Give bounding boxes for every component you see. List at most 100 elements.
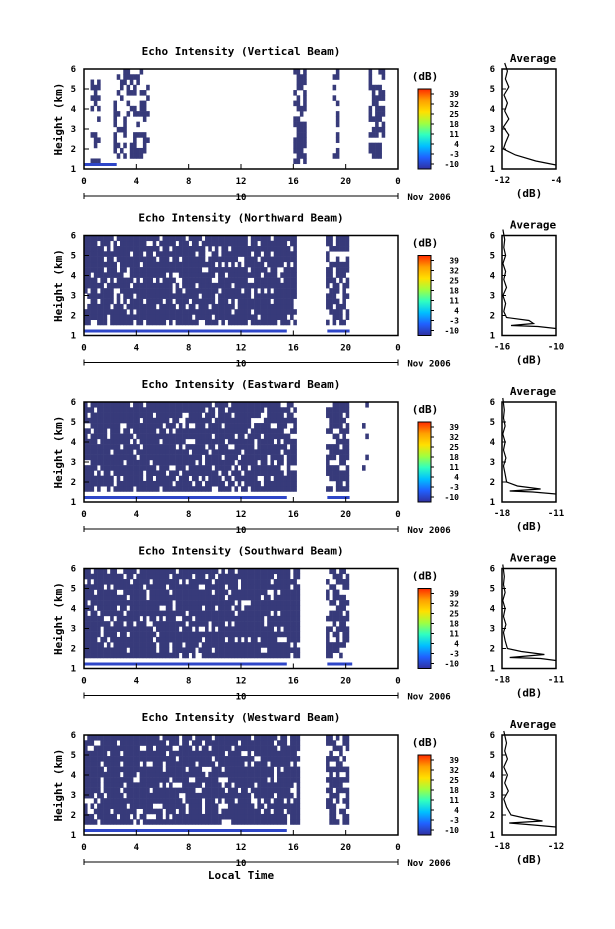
heatmap-cell (191, 412, 196, 419)
heatmap-cell (254, 293, 258, 299)
heatmap-cell (221, 272, 225, 278)
heatmap-cell (123, 761, 127, 767)
heatmap-cell (139, 459, 144, 466)
heatmap-cell (97, 444, 101, 450)
heatmap-cell (113, 798, 118, 804)
heatmap-cell (270, 819, 275, 825)
profile-y-tick-label: 4 (490, 272, 496, 282)
heatmap-cell (201, 433, 206, 440)
heatmap-cell (152, 449, 157, 455)
heatmap-cell (136, 121, 140, 128)
heatmap-cell (280, 600, 284, 606)
heatmap-cell (335, 486, 340, 492)
heatmap-cell (205, 240, 209, 247)
heatmap-cell (234, 314, 239, 321)
heatmap-cell (254, 610, 258, 617)
heatmap-cell (169, 579, 173, 585)
heatmap-cell (218, 423, 222, 429)
heatmap-cell (100, 813, 104, 820)
heatmap-cell (250, 314, 255, 321)
heatmap-cell (335, 246, 340, 252)
heatmap-cell (191, 475, 196, 482)
heatmap-cell (195, 750, 199, 757)
heatmap-cell (339, 610, 343, 617)
heatmap-cell (267, 605, 271, 611)
heatmap-cell (103, 647, 108, 654)
heatmap-cell (231, 636, 235, 643)
heatmap-cell (136, 745, 140, 752)
heatmap-cell (123, 407, 127, 413)
heatmap-cell (342, 787, 346, 794)
heatmap-cell (149, 803, 153, 809)
heatmap-cell (152, 642, 157, 648)
heatmap-cell (339, 423, 343, 429)
heatmap-cell (142, 137, 147, 143)
heatmap-cell (257, 813, 261, 820)
heatmap-cell (332, 407, 337, 413)
heatmap-cell (227, 803, 232, 809)
y-tick-label: 6 (71, 232, 76, 242)
heatmap-cell (283, 423, 288, 429)
heatmap-cell (126, 626, 131, 632)
heatmap-cell (136, 423, 140, 429)
heatmap-cell (335, 579, 340, 585)
heatmap-cell (234, 787, 239, 794)
heatmap-cell (90, 433, 95, 440)
heatmap-cell (149, 626, 153, 632)
heatmap-cell (110, 756, 114, 762)
heatmap-cell (286, 621, 291, 627)
heatmap-cell (182, 584, 186, 590)
heatmap-cell (286, 782, 291, 788)
heatmap-cell (175, 740, 180, 746)
heatmap-cell (329, 750, 333, 757)
heatmap-cell (139, 813, 144, 820)
heatmap-cell (214, 309, 219, 315)
heatmap-cell (139, 480, 144, 487)
y-axis-label: Height (km) (52, 749, 65, 822)
heatmap-cell (113, 766, 118, 773)
heatmap-cell (332, 261, 337, 268)
heatmap-cell (93, 766, 98, 773)
y-axis-label: Height (km) (52, 416, 65, 489)
heatmap-cell (290, 480, 294, 487)
heatmap-cell (208, 584, 212, 590)
heatmap-cell (237, 261, 242, 268)
heatmap-cell (260, 787, 265, 794)
heatmap-cell (152, 261, 157, 268)
heatmap-cell (178, 475, 183, 482)
heatmap-cell (260, 314, 265, 321)
heatmap-cell (159, 568, 163, 575)
profile-y-tick-label: 1 (490, 498, 495, 508)
heatmap-cell (276, 465, 281, 471)
heatmap-cell (123, 568, 127, 575)
heatmap-cell (260, 288, 265, 294)
heatmap-cell (106, 282, 111, 289)
heatmap-cell (165, 417, 170, 424)
heatmap-cell (237, 642, 242, 648)
profile-y-tick-label: 1 (490, 665, 495, 675)
heatmap-cell (244, 298, 248, 305)
heatmap-cell (296, 798, 301, 804)
heatmap-cell (273, 267, 278, 273)
heatmap-cell (296, 740, 301, 746)
heatmap-cell (191, 808, 196, 815)
heatmap-cell (188, 605, 193, 611)
heatmap-cell (165, 293, 170, 299)
heatmap-cell (165, 438, 170, 445)
heatmap-cell (208, 568, 212, 575)
heatmap-cell (335, 116, 340, 122)
colorbar-tick-label: 32 (449, 600, 459, 609)
heatmap-cell (97, 79, 101, 86)
heatmap-cell (211, 438, 216, 445)
heatmap-cell (270, 735, 275, 741)
heatmap-cell (84, 267, 88, 273)
heatmap-cell (178, 407, 183, 413)
heatmap-cell (234, 438, 239, 445)
heatmap-cell (152, 600, 157, 606)
heatmap-cell (139, 782, 144, 788)
heatmap-cell (100, 465, 104, 471)
heatmap-cell (205, 459, 209, 466)
heatmap-cell (211, 813, 216, 820)
heatmap-cell (136, 459, 140, 466)
heatmap-cell (162, 444, 167, 450)
